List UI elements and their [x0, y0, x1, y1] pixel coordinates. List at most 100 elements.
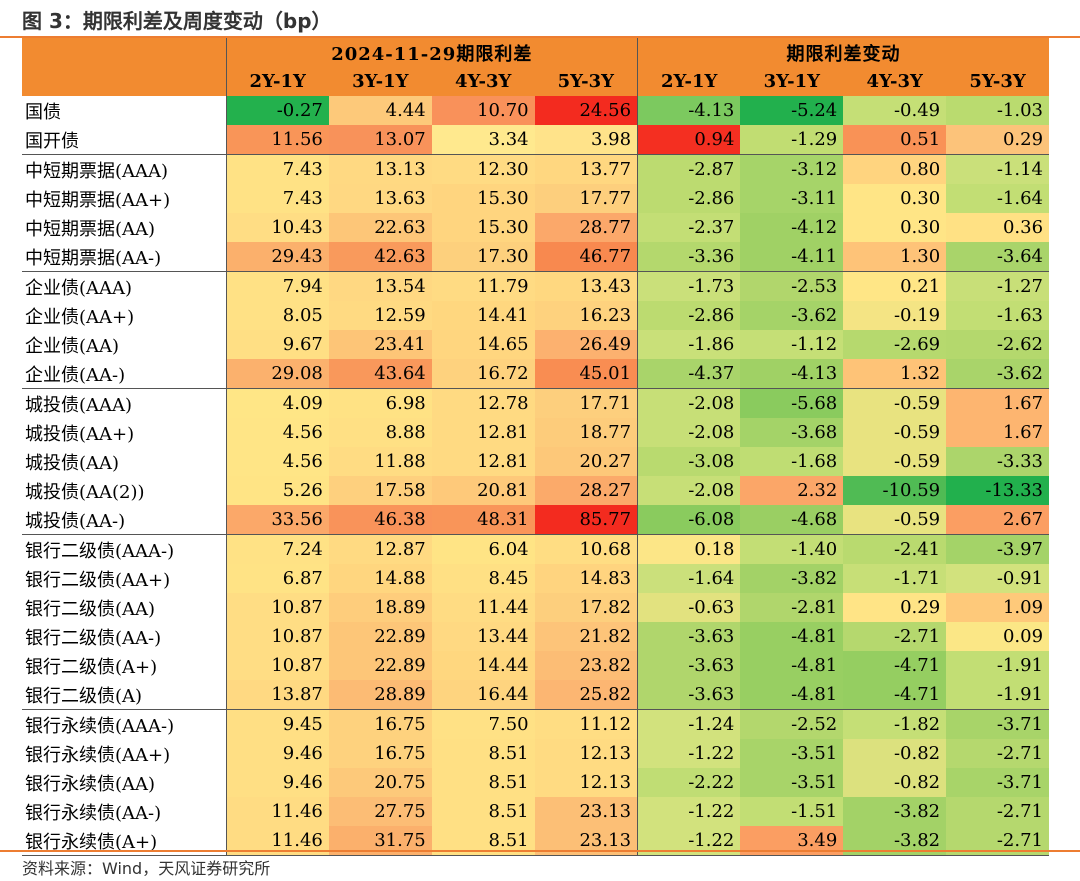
spread-cell: 16.72 — [431, 359, 535, 389]
change-cell: -4.71 — [843, 651, 947, 680]
change-cell: 1.67 — [946, 418, 1050, 447]
change-cell: -1.68 — [740, 447, 844, 476]
change-cell: 0.09 — [946, 622, 1050, 651]
spread-cell: 11.12 — [534, 709, 639, 739]
spread-cell: 18.89 — [328, 593, 432, 622]
change-cell: -2.37 — [637, 213, 741, 242]
change-cell: -3.68 — [740, 418, 844, 447]
change-cell: -4.81 — [740, 680, 844, 710]
spread-cell: 7.24 — [226, 534, 329, 564]
change-cell: -1.71 — [843, 564, 947, 593]
change-cell: -2.81 — [740, 593, 844, 622]
table-row: 企业债(AAA) 7.94 13.54 11.79 13.43 -1.73 -2.53 0.2… — [22, 271, 1050, 301]
change-cell: 0.21 — [843, 271, 947, 301]
change-cell: -3.11 — [740, 184, 844, 213]
row-label: 城投债(AA) — [22, 447, 227, 476]
change-cell: -2.87 — [637, 154, 741, 184]
change-cell: 1.32 — [843, 359, 947, 389]
row-label: 银行永续债(AA-) — [22, 797, 227, 826]
change-cell: -5.24 — [740, 96, 844, 125]
change-cell: -2.41 — [843, 534, 947, 564]
change-cell: -2.69 — [843, 330, 947, 359]
change-cell: -2.08 — [637, 418, 741, 447]
spread-cell: 15.30 — [431, 184, 535, 213]
spread-cell: 42.63 — [328, 242, 432, 272]
change-cell: -0.59 — [843, 505, 947, 535]
change-cell: -1.14 — [946, 154, 1050, 184]
change-cell: -4.68 — [740, 505, 844, 535]
spread-cell: 7.50 — [431, 709, 535, 739]
table-row: 银行永续债(AA-) 11.46 27.75 8.51 23.13 -1.22 -1.51-… — [22, 797, 1050, 826]
change-cell: -1.73 — [637, 271, 741, 301]
table-row: 银行二级债(AA+) 6.87 14.88 8.45 14.83 -1.64 -3.82 -1… — [22, 564, 1050, 593]
spread-cell: 8.05 — [226, 301, 329, 330]
spread-cell: 13.07 — [328, 125, 432, 155]
change-cell: 0.18 — [637, 534, 741, 564]
change-cell: -0.82 — [843, 768, 947, 797]
change-cell: 0.80 — [843, 154, 947, 184]
spread-cell: 22.89 — [328, 651, 432, 680]
spread-cell: 10.87 — [226, 651, 329, 680]
change-cell: 0.29 — [843, 593, 947, 622]
change-cell: -3.63 — [637, 651, 741, 680]
column-header: 5Y-3Y — [946, 67, 1050, 96]
spread-cell: 28.89 — [328, 680, 432, 710]
column-header: 4Y-3Y — [431, 67, 535, 96]
spread-cell: 3.98 — [534, 125, 639, 155]
change-cell: -3.82 — [740, 564, 844, 593]
column-header: 2Y-1Y — [637, 67, 741, 96]
table-row: 城投债(AA(2)) 5.26 17.58 20.81 28.27 -2.08 2.32 -1… — [22, 476, 1050, 505]
row-label: 中短期票据(AA+) — [22, 184, 227, 213]
change-cell: -2.71 — [946, 797, 1050, 826]
table-row: 银行二级债(AAA-) 7.24 12.87 6.04 10.68 0.18 -1.40 -2… — [22, 534, 1050, 564]
change-cell: -1.64 — [946, 184, 1050, 213]
column-header: 2Y-1Y — [226, 67, 329, 96]
change-cell: -0.59 — [843, 447, 947, 476]
row-label: 企业债(AA+) — [22, 301, 227, 330]
spread-cell: 16.75 — [328, 709, 432, 739]
spread-cell: 25.82 — [534, 680, 639, 710]
table-row: 中短期票据(AA-) 29.43 42.63 17.30 46.77 -3.36 -4.11… — [22, 242, 1050, 272]
change-cell: -4.81 — [740, 622, 844, 651]
change-cell: -4.12 — [740, 213, 844, 242]
change-cell: -1.03 — [946, 96, 1050, 125]
spread-cell: 12.87 — [328, 534, 432, 564]
change-cell: -1.24 — [637, 709, 741, 739]
spread-cell: 9.45 — [226, 709, 329, 739]
change-cell: -3.63 — [637, 622, 741, 651]
spread-cell: 4.56 — [226, 418, 329, 447]
change-cell: -3.97 — [946, 534, 1050, 564]
spread-cell: 14.44 — [431, 651, 535, 680]
change-cell: 2.67 — [946, 505, 1050, 535]
table-row: 企业债(AA-) 29.08 43.64 16.72 45.01 -4.37 -4.13 1.… — [22, 359, 1050, 389]
spread-cell: 4.44 — [328, 96, 432, 125]
spread-cell: 12.30 — [431, 154, 535, 184]
change-cell: 0.94 — [637, 125, 741, 155]
change-cell: -3.64 — [946, 242, 1050, 272]
spread-cell: 20.75 — [328, 768, 432, 797]
spread-cell: 15.30 — [431, 213, 535, 242]
spread-cell: 13.87 — [226, 680, 329, 710]
change-cell: 0.30 — [843, 213, 947, 242]
change-cell: -1.82 — [843, 709, 947, 739]
change-cell: -4.81 — [740, 651, 844, 680]
spread-cell: 23.41 — [328, 330, 432, 359]
spread-cell: 21.82 — [534, 622, 639, 651]
corner-cell — [22, 38, 227, 96]
spread-cell: 11.44 — [431, 593, 535, 622]
change-cell: -4.71 — [843, 680, 947, 710]
change-cell: -1.12 — [740, 330, 844, 359]
row-label: 城投债(AA+) — [22, 418, 227, 447]
change-cell: -2.22 — [637, 768, 741, 797]
row-label: 国债 — [22, 96, 227, 125]
change-cell: -0.91 — [946, 564, 1050, 593]
spread-cell: 6.04 — [431, 534, 535, 564]
change-cell: -3.63 — [637, 680, 741, 710]
spread-cell: 5.26 — [226, 476, 329, 505]
table-row: 城投债(AA-) 33.56 46.38 48.31 85.77 -6.08 -4.68 -0… — [22, 505, 1050, 535]
table-row: 企业债(AA+) 8.05 12.59 14.41 16.23 -2.86 -3.62 -0.… — [22, 301, 1050, 330]
table-row: 银行永续债(AA) 9.46 20.75 8.51 12.13 -2.22 -3.51 -0.… — [22, 768, 1050, 797]
row-label: 城投债(AA-) — [22, 505, 227, 535]
change-cell: -3.51 — [740, 768, 844, 797]
spread-cell: 16.23 — [534, 301, 639, 330]
